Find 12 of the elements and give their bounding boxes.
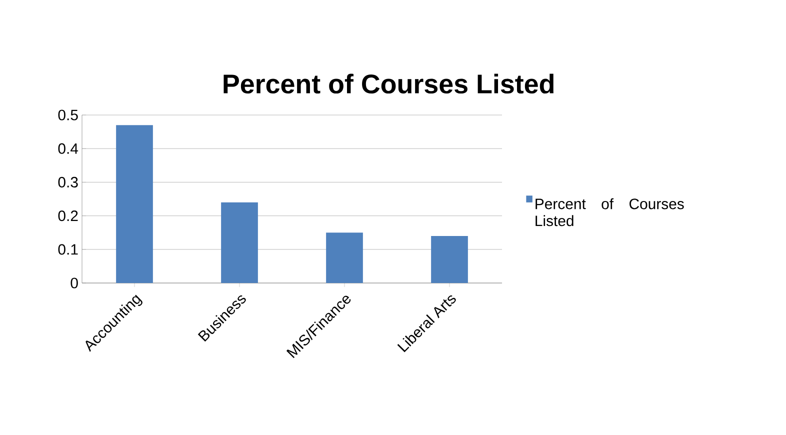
bar <box>221 202 258 284</box>
bar <box>116 125 153 284</box>
y-tick-label: 0.1 <box>58 244 78 255</box>
y-tick-label: 0.5 <box>58 110 78 120</box>
chart-title: Percent of Courses Listed <box>224 74 554 94</box>
y-tick-label: 0.2 <box>58 210 78 222</box>
bar <box>431 236 468 284</box>
legend-label: Percent of Courses Listed <box>536 198 684 226</box>
y-tick-label: 0.4 <box>58 143 78 154</box>
y-tick-label: 0 <box>70 278 78 288</box>
y-tick-label: 0.3 <box>58 176 78 188</box>
bar <box>326 232 363 284</box>
